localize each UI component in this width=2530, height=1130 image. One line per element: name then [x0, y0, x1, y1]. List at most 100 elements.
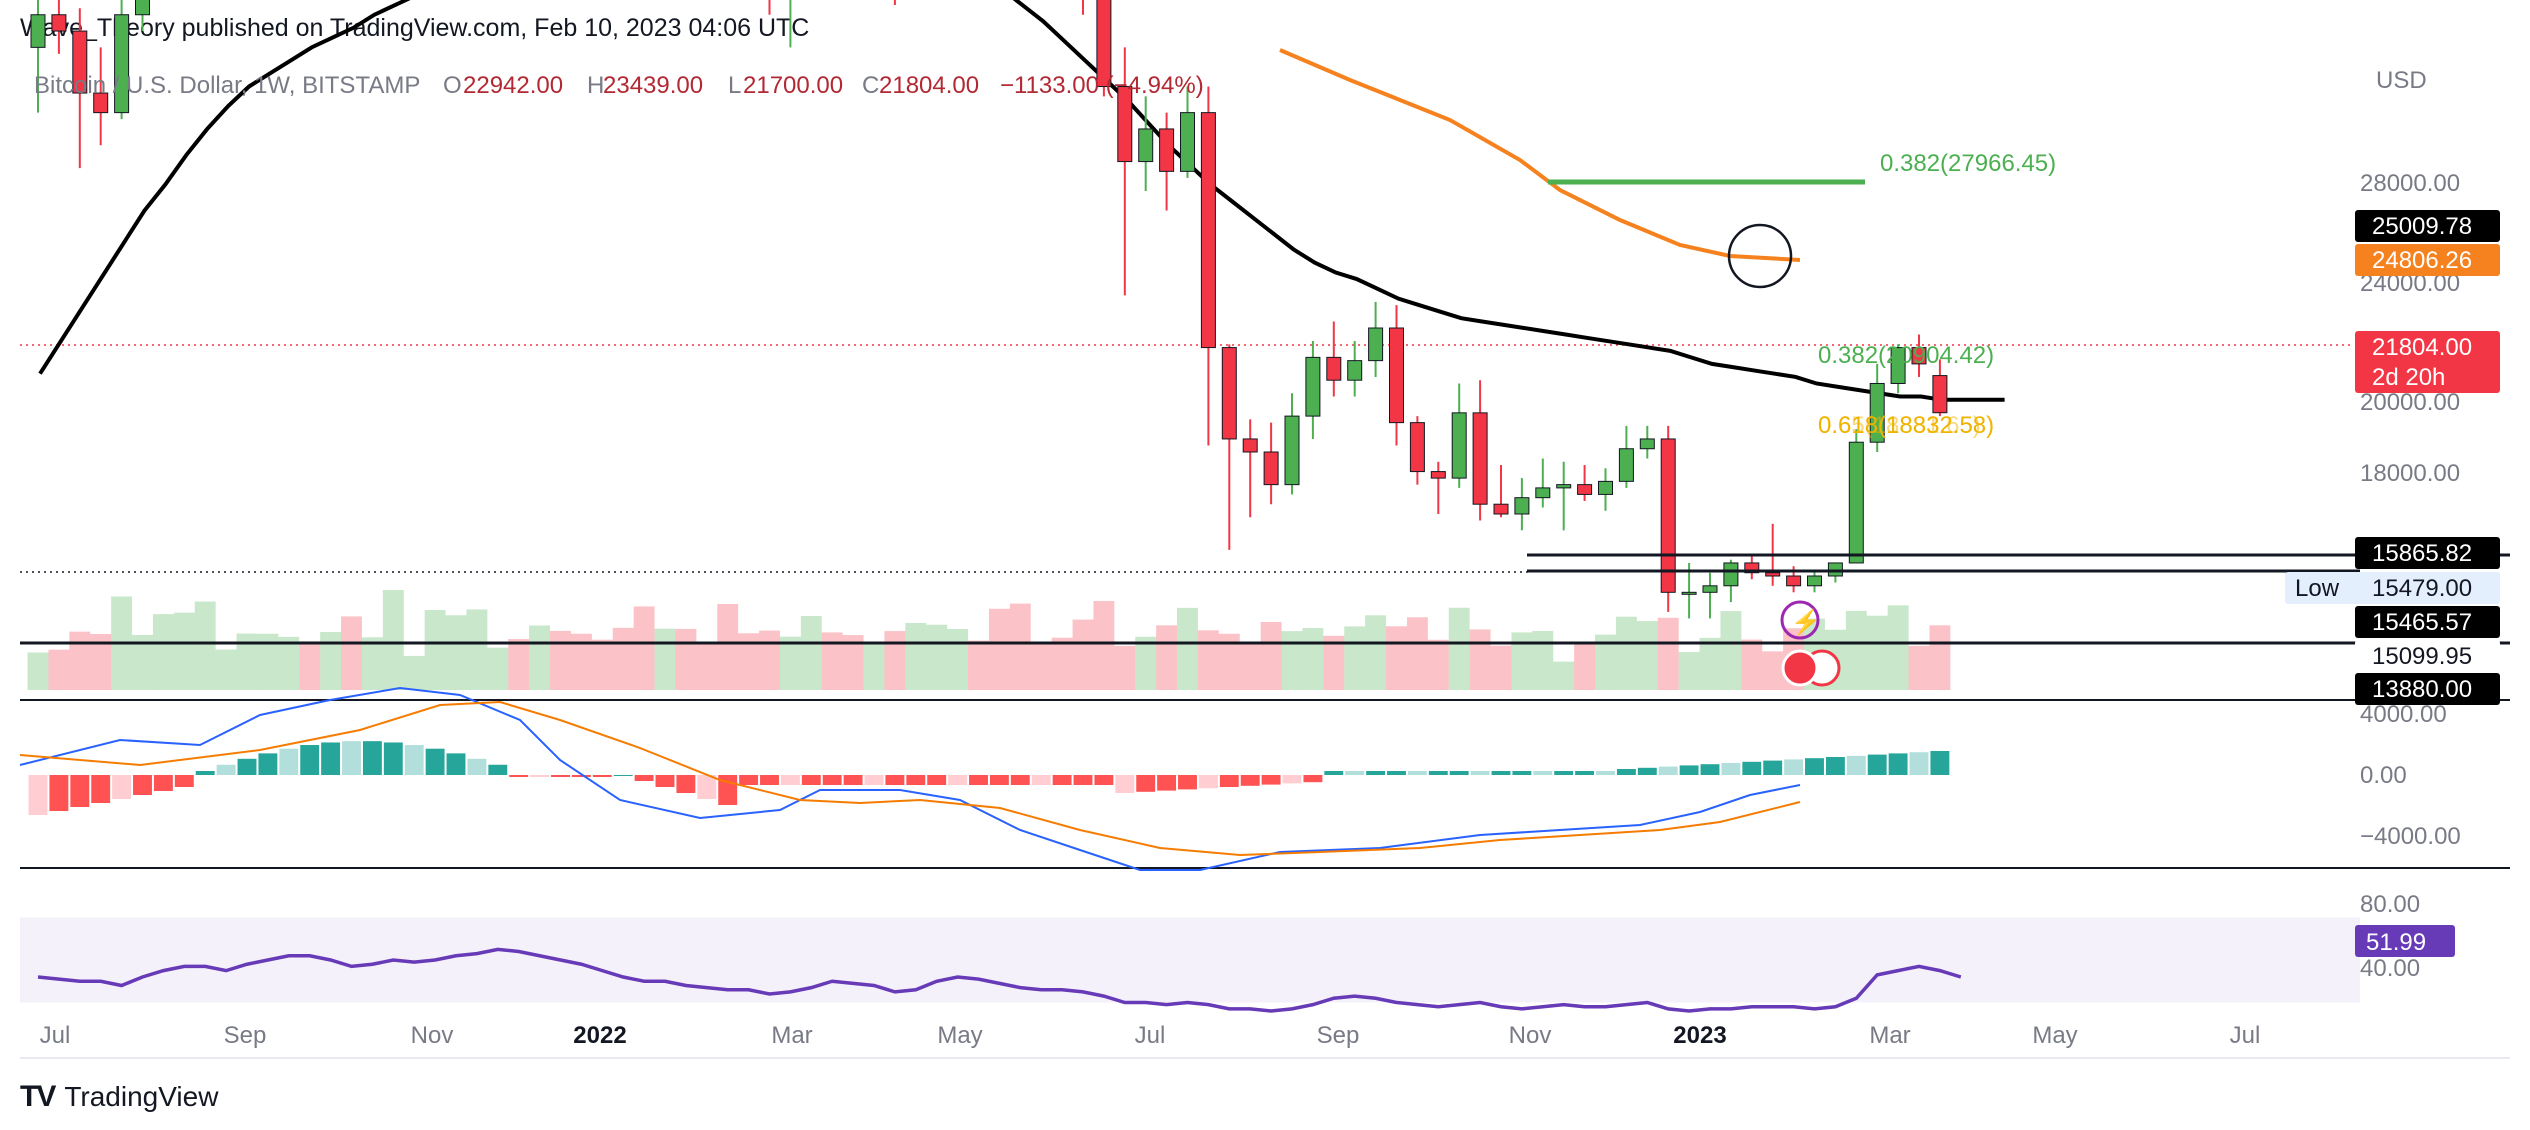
signal-line	[19, 700, 1801, 857]
candle-body	[1681, 591, 1697, 595]
close-value: 21804.00	[879, 72, 979, 99]
volume-bar	[1720, 611, 1742, 690]
volume-bar	[1553, 661, 1575, 690]
candle-body	[1514, 497, 1530, 515]
macd-histogram-bar	[488, 764, 508, 775]
candle-body	[1409, 422, 1425, 473]
volume-bar	[445, 615, 467, 690]
macd-histogram-bar	[258, 753, 278, 775]
candle-body	[1200, 112, 1216, 349]
high-value: 23439.00	[603, 72, 703, 99]
price-label-text: 15465.57	[2372, 609, 2472, 636]
macd-histogram-bar	[697, 775, 717, 799]
lightning-icon[interactable]	[1780, 600, 1820, 640]
candle-body	[1284, 415, 1300, 486]
macd-histogram-bar	[342, 741, 361, 775]
volume-bar	[1260, 622, 1282, 690]
volume-bar	[424, 610, 446, 690]
macd-histogram-bar	[91, 775, 111, 803]
time-tick: Mar	[771, 1022, 812, 1049]
macd-histogram-bar	[927, 775, 947, 785]
macd-histogram-bar	[885, 775, 905, 785]
volume-bar	[1239, 642, 1261, 690]
volume-bar	[570, 633, 592, 690]
volume-bar	[1030, 644, 1052, 690]
volume-bar	[1218, 633, 1240, 690]
volume-bar	[69, 631, 91, 690]
candle-body	[1932, 375, 1948, 414]
volume-bar	[320, 632, 342, 690]
candle-body	[1242, 438, 1258, 453]
time-axis[interactable]: Jul Sep Nov 2022 Mar May Jul Sep Nov 2023 Mar May Ju…	[20, 1022, 2510, 1059]
candle-body	[1807, 575, 1822, 587]
macd-histogram-bar	[237, 758, 257, 775]
macd-histogram-bar	[1805, 758, 1824, 775]
volume-bar	[1427, 639, 1449, 690]
event-icons[interactable]: ⚡	[1780, 600, 1841, 687]
macd-histogram-bar	[321, 742, 341, 775]
candlestick-series[interactable]	[30, 0, 1948, 619]
candle-body	[30, 14, 46, 48]
macd-histogram-bar	[1428, 771, 1448, 775]
macd-histogram-bar	[530, 775, 550, 777]
candle-body	[72, 30, 88, 94]
lightning-glyph: ⚡	[1791, 608, 1821, 636]
candle-body	[1911, 347, 1927, 365]
volume-bar	[1636, 621, 1658, 690]
us-flag-icon[interactable]	[1781, 649, 1819, 687]
candle-body	[1347, 360, 1363, 381]
rsi-value-text: 51.99	[2366, 929, 2426, 956]
volume-bar	[215, 649, 237, 690]
macd-histogram-bar	[613, 775, 633, 776]
candle-body	[1368, 327, 1384, 362]
price-axis[interactable]: 28000.0024000.0020000.0018000.004000.000…	[2285, 170, 2500, 982]
brand-name: TradingView	[64, 1081, 219, 1112]
moving-averages	[38, 0, 2005, 402]
volume-bar	[905, 623, 927, 690]
volume-bar	[1177, 607, 1198, 690]
chart-overlays	[20, 179, 2510, 645]
macd-histogram-bar	[571, 775, 591, 777]
ema200-line	[38, 0, 2005, 402]
candle-body	[1305, 356, 1321, 417]
volume-bar	[612, 627, 634, 690]
macd-histogram-bar	[1240, 775, 1260, 786]
macd-histogram-bar	[1575, 771, 1595, 775]
time-tick: Nov	[1509, 1022, 1552, 1049]
fib-618-label: 0.618(18832.58)	[1818, 412, 1994, 439]
macd-tick: 4000.00	[2360, 701, 2447, 728]
fib-mid-label: 0.382(20904.42)	[1818, 342, 1994, 369]
time-tick: Sep	[1317, 1022, 1360, 1049]
volume-bar	[1406, 617, 1428, 690]
macd-histogram-bar	[1784, 759, 1804, 775]
macd-histogram-bar	[1324, 771, 1344, 775]
macd-histogram-bar	[425, 748, 445, 775]
volume-bar	[633, 606, 655, 690]
volume-bar	[968, 640, 989, 690]
candle-body	[1577, 484, 1593, 495]
candle-body	[135, 0, 150, 16]
volume-bar	[529, 625, 551, 690]
macd-histogram-bar	[1658, 766, 1678, 775]
rsi-value-box	[2355, 925, 2455, 957]
candle-body	[1117, 86, 1133, 163]
volume-bar	[1615, 616, 1637, 690]
volume-bar	[1365, 615, 1387, 690]
macd-histogram-bar	[1136, 775, 1156, 792]
macd-histogram-bar	[1470, 771, 1490, 775]
volume-bar	[1887, 605, 1909, 690]
macd-histogram-bar	[1888, 753, 1908, 775]
macd-histogram-bar	[1261, 775, 1281, 785]
volume-bar	[1448, 607, 1470, 690]
candle-body	[1827, 562, 1843, 577]
volume-bar	[1197, 630, 1219, 690]
candle-body	[1869, 382, 1885, 443]
candle-body	[1221, 347, 1237, 440]
price-label-box	[2355, 673, 2500, 705]
price-label-box	[2355, 210, 2500, 242]
volume-bar	[403, 655, 425, 690]
volume-bar	[759, 630, 780, 690]
macd-histogram-bar	[383, 742, 403, 775]
price-label-text: 15479.00	[2372, 575, 2472, 602]
